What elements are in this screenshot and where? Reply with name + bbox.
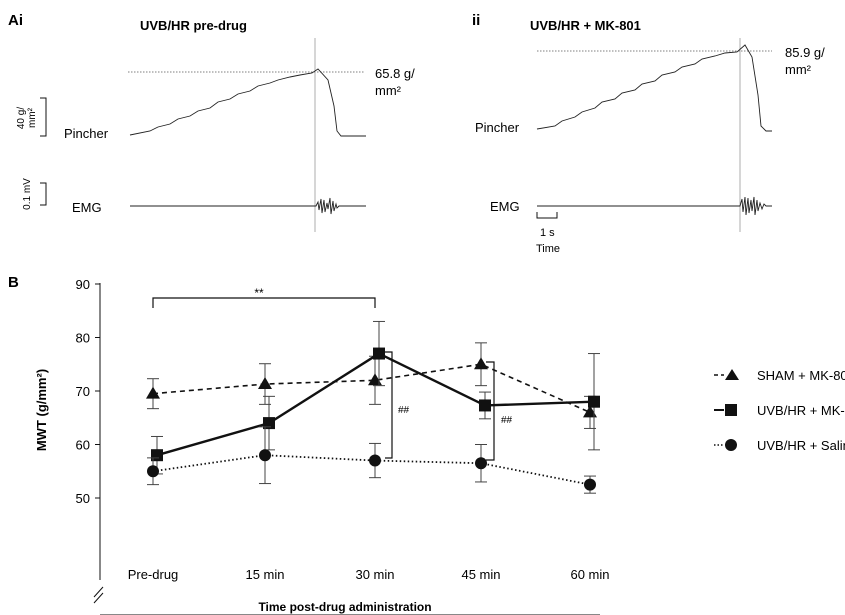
force-scale-bar: 40 g/ mm² xyxy=(16,97,47,137)
right-trace-title: UVB/HR + MK-801 xyxy=(530,18,641,33)
time-scale-value: 1 s xyxy=(540,227,555,239)
series-2 xyxy=(147,426,596,494)
legend: SHAM + MK-801 UVB/HR + MK-801 UVB/HR + S… xyxy=(714,368,845,453)
left-force-value-1: 65.8 g/ xyxy=(375,66,415,81)
square-marker-icon xyxy=(725,404,737,416)
point-1-4 xyxy=(588,395,600,408)
time-scale-label: Time xyxy=(536,243,560,255)
y-axis-title: MWT (g/mm²) xyxy=(34,369,49,451)
legend-label-uvb-saline: UVB/HR + Saline xyxy=(757,438,845,453)
series-0 xyxy=(146,342,597,429)
right-pincher-trace xyxy=(536,44,772,132)
y-tick-label-2: 70 xyxy=(76,384,90,399)
x-tick-label-1: 15 min xyxy=(245,567,284,582)
point-0-1 xyxy=(258,377,272,390)
significance-bracket: ** xyxy=(152,286,376,308)
x-tick-label-2: 30 min xyxy=(355,567,394,582)
plot-area xyxy=(146,320,600,494)
x-tick-label-3: 45 min xyxy=(461,567,500,582)
panel-label-aii: ii xyxy=(472,12,480,29)
x-axis-title: Time post-drug administration xyxy=(258,600,431,614)
circle-marker-icon xyxy=(725,439,737,451)
significance-label-stars: ** xyxy=(254,286,264,300)
point-2-3 xyxy=(475,457,487,470)
y-tick-label-4: 90 xyxy=(76,277,90,292)
right-force-value-2: mm² xyxy=(785,62,812,77)
panel-label-b: B xyxy=(8,274,19,291)
point-1-3 xyxy=(479,399,491,412)
point-1-1 xyxy=(263,417,275,430)
y-tick-label-0: 50 xyxy=(76,491,90,506)
force-scale-label-1: 40 g/ xyxy=(16,107,27,129)
series-line-0 xyxy=(152,363,591,414)
left-pincher-label: Pincher xyxy=(64,126,109,141)
point-2-0 xyxy=(147,465,159,478)
legend-item-sham: SHAM + MK-801 xyxy=(714,368,845,383)
emg-scale-label: 0.1 mV xyxy=(22,178,33,210)
legend-label-uvb-mk801: UVB/HR + MK-801 xyxy=(757,403,845,418)
point-2-1 xyxy=(259,449,271,462)
point-2-2 xyxy=(369,454,381,467)
hash-label-30min: ## xyxy=(398,405,410,416)
right-emg-label: EMG xyxy=(490,199,520,214)
point-2-4 xyxy=(584,478,596,491)
left-force-value-2: mm² xyxy=(375,83,402,98)
axis-break-mark xyxy=(93,586,104,604)
left-emg-label: EMG xyxy=(72,200,102,215)
legend-item-uvb-saline: UVB/HR + Saline xyxy=(714,438,845,453)
point-1-2 xyxy=(373,347,385,360)
left-emg-trace xyxy=(130,197,366,215)
time-scale-bar: 1 s Time xyxy=(536,212,560,255)
point-0-3 xyxy=(474,357,488,370)
y-tick-label-3: 80 xyxy=(76,331,90,346)
y-ticks: 50 60 70 80 90 xyxy=(76,277,100,506)
right-pincher-label: Pincher xyxy=(475,120,520,135)
x-tick-labels: Pre-drug 15 min 30 min 45 min 60 min xyxy=(128,567,610,582)
left-trace-title: UVB/HR pre-drug xyxy=(140,18,247,33)
triangle-marker-icon xyxy=(725,369,739,380)
series-1 xyxy=(151,320,600,475)
force-scale-label-2: mm² xyxy=(27,107,38,128)
y-axis: 50 60 70 80 90 xyxy=(76,277,104,604)
x-tick-label-4: 60 min xyxy=(570,567,609,582)
hash-bracket-45min: ## xyxy=(486,361,513,461)
hash-label-45min: ## xyxy=(501,415,513,426)
legend-item-uvb-mk801: UVB/HR + MK-801 xyxy=(714,403,845,418)
emg-scale-bar: 0.1 mV xyxy=(22,178,47,210)
legend-label-sham: SHAM + MK-801 xyxy=(757,368,845,383)
y-tick-label-1: 60 xyxy=(76,438,90,453)
right-force-value-1: 85.9 g/ xyxy=(785,45,825,60)
hash-bracket-30min: ## xyxy=(385,351,410,459)
panel-label-ai: Ai xyxy=(8,12,23,29)
x-tick-label-0: Pre-drug xyxy=(128,567,179,582)
point-0-0 xyxy=(146,386,160,399)
left-pincher-trace xyxy=(129,68,366,137)
right-emg-trace xyxy=(537,196,772,216)
